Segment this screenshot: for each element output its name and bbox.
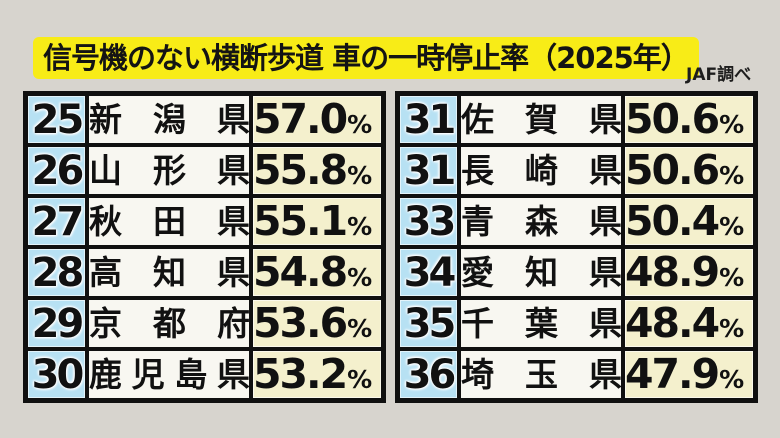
rate-cell: 55.8%: [249, 143, 386, 198]
ranking-table-left: 25 新潟県 57.0% 26 山形県 55.8% 27 秋田県 55.1% 2…: [23, 91, 386, 403]
rate-cell: 47.9%: [621, 347, 758, 403]
prefecture-cell: 高知県: [85, 245, 253, 300]
percent-sign: %: [347, 110, 373, 139]
rate-cell: 55.1%: [249, 194, 386, 249]
rate-value: 50.6: [625, 146, 720, 194]
table-row: 25 新潟県 57.0%: [23, 91, 386, 147]
percent-sign: %: [347, 263, 373, 292]
rate-cell: 48.9%: [621, 245, 758, 300]
table-row: 33 青森県 50.4%: [395, 194, 758, 249]
percent-sign: %: [719, 263, 745, 292]
rate-cell: 48.4%: [621, 296, 758, 351]
table-row: 27 秋田県 55.1%: [23, 194, 386, 249]
rate-value: 53.6: [253, 299, 348, 347]
table-row: 30 鹿児島県 53.2%: [23, 347, 386, 403]
percent-sign: %: [347, 212, 373, 241]
rank-cell: 33: [395, 194, 461, 249]
rate-value: 54.8: [253, 248, 348, 296]
rate-value: 48.9: [625, 248, 720, 296]
prefecture-cell: 千葉県: [457, 296, 625, 351]
rate-value: 50.4: [625, 197, 720, 245]
rate-cell: 50.4%: [621, 194, 758, 249]
percent-sign: %: [347, 314, 373, 343]
table-row: 29 京都府 53.6%: [23, 296, 386, 351]
prefecture-cell: 新潟県: [85, 91, 253, 147]
table-row: 36 埼玉県 47.9%: [395, 347, 758, 403]
rate-cell: 57.0%: [249, 91, 386, 147]
rank-cell: 29: [23, 296, 89, 351]
prefecture-cell: 秋田県: [85, 194, 253, 249]
rate-value: 47.9: [625, 350, 720, 398]
rank-cell: 25: [23, 91, 89, 147]
rate-value: 57.0: [253, 95, 348, 143]
rank-cell: 35: [395, 296, 461, 351]
headline-banner: 信号機のない横断歩道 車の一時停止率（2025年）: [33, 37, 699, 79]
prefecture-cell: 鹿児島県: [85, 347, 253, 403]
percent-sign: %: [719, 110, 745, 139]
rank-cell: 26: [23, 143, 89, 198]
prefecture-cell: 愛知県: [457, 245, 625, 300]
percent-sign: %: [347, 365, 373, 394]
rank-cell: 30: [23, 347, 89, 403]
rate-cell: 50.6%: [621, 91, 758, 147]
prefecture-cell: 京都府: [85, 296, 253, 351]
table-row: 31 長崎県 50.6%: [395, 143, 758, 198]
prefecture-cell: 佐賀県: [457, 91, 625, 147]
percent-sign: %: [719, 314, 745, 343]
rank-cell: 36: [395, 347, 461, 403]
prefecture-cell: 青森県: [457, 194, 625, 249]
table-row: 31 佐賀県 50.6%: [395, 91, 758, 147]
table-row: 28 高知県 54.8%: [23, 245, 386, 300]
rate-cell: 50.6%: [621, 143, 758, 198]
rank-cell: 31: [395, 143, 461, 198]
table-row: 35 千葉県 48.4%: [395, 296, 758, 351]
rate-value: 50.6: [625, 95, 720, 143]
table-row: 34 愛知県 48.9%: [395, 245, 758, 300]
rate-value: 55.1: [253, 197, 348, 245]
headline-text: 信号機のない横断歩道 車の一時停止率（2025年）: [43, 40, 690, 75]
prefecture-cell: 埼玉県: [457, 347, 625, 403]
rank-cell: 27: [23, 194, 89, 249]
prefecture-cell: 長崎県: [457, 143, 625, 198]
table-row: 26 山形県 55.8%: [23, 143, 386, 198]
percent-sign: %: [719, 365, 745, 394]
percent-sign: %: [719, 161, 745, 190]
percent-sign: %: [719, 212, 745, 241]
rate-value: 48.4: [625, 299, 720, 347]
prefecture-cell: 山形県: [85, 143, 253, 198]
rank-cell: 31: [395, 91, 461, 147]
rank-cell: 28: [23, 245, 89, 300]
ranking-table-right: 31 佐賀県 50.6% 31 長崎県 50.6% 33 青森県 50.4% 3…: [395, 91, 758, 403]
ranking-tables: 25 新潟県 57.0% 26 山形県 55.8% 27 秋田県 55.1% 2…: [23, 91, 758, 403]
rate-cell: 53.2%: [249, 347, 386, 403]
rank-cell: 34: [395, 245, 461, 300]
percent-sign: %: [347, 161, 373, 190]
rate-cell: 54.8%: [249, 245, 386, 300]
rate-value: 53.2: [253, 350, 348, 398]
rate-cell: 53.6%: [249, 296, 386, 351]
rate-value: 55.8: [253, 146, 348, 194]
source-credit: JAF調べ: [686, 65, 752, 85]
